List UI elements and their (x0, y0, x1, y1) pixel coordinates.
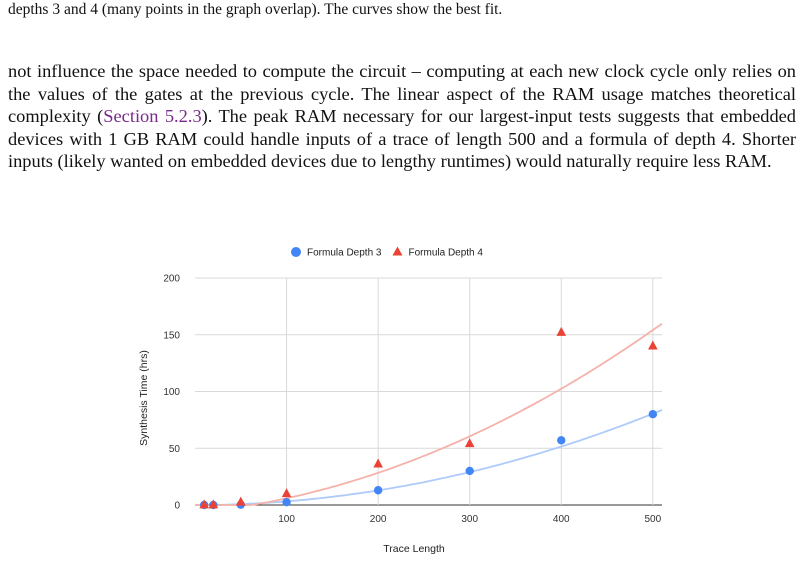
depth4-point (199, 499, 209, 509)
x-tick-label: 500 (644, 514, 661, 525)
legend-circle-icon (291, 247, 301, 257)
fit-curves (195, 322, 663, 506)
axis-ticks: 0 50 100 150 200 100 200 300 400 500 (163, 274, 661, 526)
legend-label: Formula Depth 4 (408, 248, 483, 259)
section-link[interactable]: Section 5.2.3 (103, 106, 202, 127)
depth3-point (282, 497, 291, 507)
y-axis-label: Synthesis Time (hrs) (138, 350, 150, 446)
depth3-point (557, 436, 566, 445)
y-tick-label: 0 (174, 501, 180, 512)
x-tick-label: 400 (553, 514, 570, 525)
chart-svg: 0 50 100 150 200 100 200 300 400 500 Formula Dept… (138, 246, 663, 555)
y-tick-label: 100 (163, 387, 180, 398)
synthesis-time-chart: 0 50 100 150 200 100 200 300 400 500 Formula Dept… (120, 236, 680, 559)
body-paragraph: not influence the space needed to comput… (8, 60, 796, 173)
x-tick-label: 200 (370, 514, 387, 525)
y-tick-label: 200 (163, 274, 180, 285)
depth4-point (556, 326, 567, 336)
depth4-point (235, 496, 246, 506)
y-tick-label: 50 (169, 444, 181, 455)
chart-legend: Formula Depth 3 Formula Depth 4 (291, 246, 483, 259)
chart-grid (195, 277, 662, 506)
legend-label: Formula Depth 3 (307, 248, 382, 259)
depth4-point (464, 438, 475, 448)
depth3-point (465, 466, 474, 476)
depth4-point (373, 458, 383, 468)
x-axis-label: Trace Length (383, 543, 445, 555)
depth4-point (648, 340, 658, 350)
legend-triangle-icon (392, 246, 403, 256)
paragraph-text-start: not influence the space needed to comput… (8, 61, 796, 127)
x-tick-label: 100 (278, 514, 295, 525)
figure-caption-continuation: depths 3 and 4 (many points in the graph… (8, 1, 503, 18)
depth3-point (373, 486, 383, 495)
x-tick-label: 300 (461, 514, 478, 525)
depth4-point (281, 488, 292, 498)
depth4-point (208, 499, 219, 509)
fit-curve (195, 322, 663, 506)
paragraph-text-end: ). The peak RAM necessary for our larges… (8, 106, 796, 172)
depth3-point (648, 410, 658, 419)
fit-curve (195, 409, 663, 506)
y-tick-label: 150 (163, 330, 180, 341)
data-points (199, 326, 658, 510)
